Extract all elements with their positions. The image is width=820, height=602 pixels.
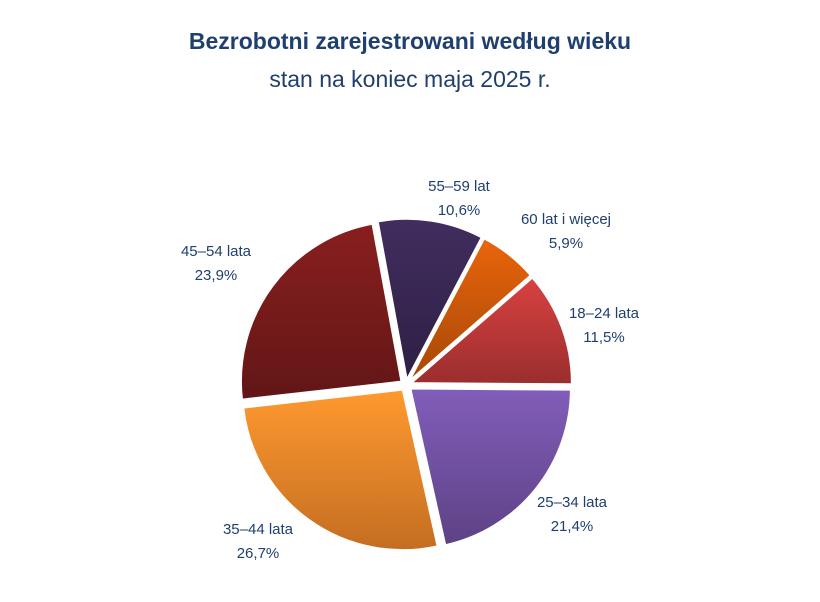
slice-value-label-2: 26,7% xyxy=(237,545,280,562)
chart-subtitle: stan na koniec maja 2025 r. xyxy=(269,66,551,92)
slice-value-label-1: 21,4% xyxy=(551,518,594,535)
pie-slice-2 xyxy=(242,389,439,551)
chart-title: Bezrobotni zarejestrowani według wieku xyxy=(188,28,632,54)
slice-label-3: 45–54 lata xyxy=(181,243,252,260)
slice-label-2: 35–44 lata xyxy=(223,521,294,538)
pie-slice-1 xyxy=(409,388,572,546)
slice-value-label-3: 23,9% xyxy=(195,267,238,284)
pie-slice-3 xyxy=(240,223,403,401)
pie-slice-5 xyxy=(409,237,532,381)
pie-slice-0 xyxy=(409,276,573,385)
slice-label-5: 60 lat i więcej xyxy=(521,211,611,228)
slice-label-0: 18–24 lata xyxy=(569,305,640,322)
slice-value-label-0: 11,5% xyxy=(583,329,624,346)
slice-label-1: 25–34 lata xyxy=(537,494,608,511)
slice-value-label-5: 5,9% xyxy=(549,235,583,252)
slice-value-label-4: 10,6% xyxy=(438,202,481,219)
slice-label-4: 55–59 lat xyxy=(428,178,491,195)
pie-slice-4 xyxy=(377,218,483,382)
